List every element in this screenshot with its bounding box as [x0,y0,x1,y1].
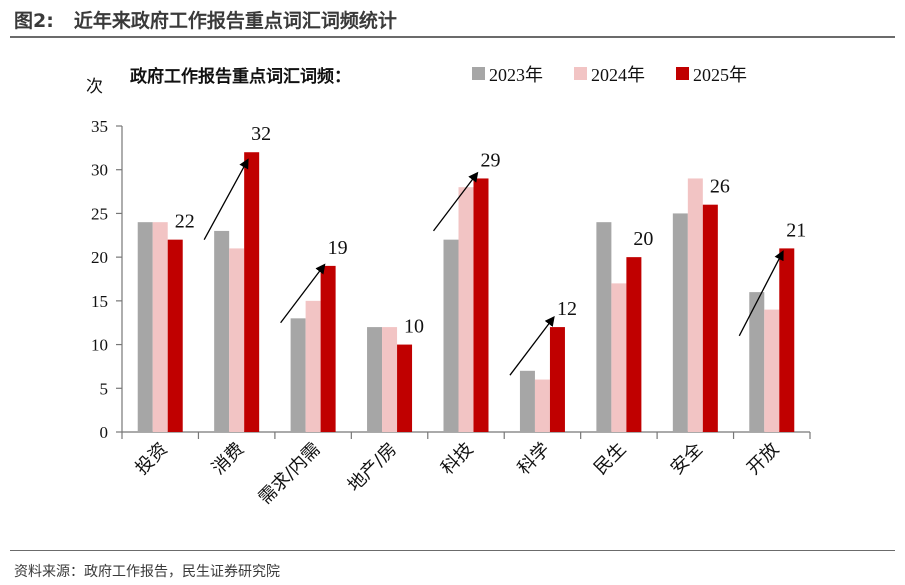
x-category-label: 需求/内需 [255,439,325,509]
bar [290,318,306,432]
y-tick-label: 0 [100,423,109,442]
y-tick-label: 25 [91,204,108,223]
chart-bars [137,152,795,432]
bar [626,257,642,432]
data-label: 26 [710,176,730,198]
y-tick-label: 15 [91,292,108,311]
legend-swatch [472,67,485,80]
data-label: 20 [633,228,653,250]
y-tick-label: 5 [100,379,109,398]
data-label: 32 [251,123,271,145]
legend-swatch [676,67,689,80]
legend-label: 2023年 [489,65,543,85]
legend-swatch [574,67,587,80]
x-category-label: 科学 [514,439,554,479]
trend-arrow [509,315,555,376]
bar [473,178,489,432]
x-category-label: 民生 [590,439,630,479]
y-tick-label: 30 [91,161,108,180]
x-category-label: 科技 [437,439,477,479]
bar [779,248,795,432]
bar [672,213,688,432]
x-category-label: 开放 [743,439,783,479]
bar [702,204,718,432]
trend-arrow [738,250,784,337]
source-note: 资料来源：政府工作报告，民生证券研究院 [14,564,280,580]
x-category-label: 消费 [208,439,248,479]
figure-title-text: 近年来政府工作报告重点词汇词频统计 [73,10,397,32]
bar [458,187,474,432]
data-label: 12 [557,298,577,320]
chart-labels: 22 32 19 10 29 12 20 26 21 [175,123,807,337]
trend-arrow [280,263,326,324]
bar [229,248,245,432]
bar [137,222,153,432]
chart-legend: 政府工作报告重点词汇词频： 2023年 2024年 2025年 [130,65,747,87]
trend-arrow [432,171,479,232]
y-tick-label: 10 [91,336,108,355]
x-category-label: 地产/房 [344,439,401,496]
legend-label: 2024年 [591,65,645,85]
bar [382,327,398,432]
bar [397,344,413,432]
bar [749,292,765,432]
bar [596,222,612,432]
data-label: 29 [481,149,501,171]
bar [367,327,383,432]
x-category-label: 投资 [131,439,171,479]
y-tick-label: 20 [91,248,108,267]
chart-arrows [203,158,784,376]
bar [320,265,336,432]
legend-title: 政府工作报告重点词汇词频： [130,66,351,87]
bar [764,309,780,432]
bar [152,222,168,432]
x-category-label: 安全 [667,439,707,479]
data-label: 10 [404,316,424,338]
bar [549,327,565,432]
data-label: 19 [328,237,348,259]
bar [443,239,459,432]
bar [244,152,260,432]
bar [611,283,627,432]
top-rule [10,36,895,38]
data-label: 22 [175,211,195,233]
figure-number: 图2: [14,10,54,32]
bar [214,230,230,432]
figure-title: 图2: 近年来政府工作报告重点词汇词频统计 [14,6,397,33]
trend-arrow [203,158,249,240]
bar [305,300,321,432]
bar [519,370,535,432]
data-label: 21 [786,219,806,241]
legend-label: 2025年 [693,65,747,85]
bottom-rule [10,550,895,551]
y-axis-unit: 次 [86,77,103,97]
bar [687,178,703,432]
bar [534,379,550,432]
bar [167,239,183,432]
y-tick-label: 35 [91,117,108,136]
